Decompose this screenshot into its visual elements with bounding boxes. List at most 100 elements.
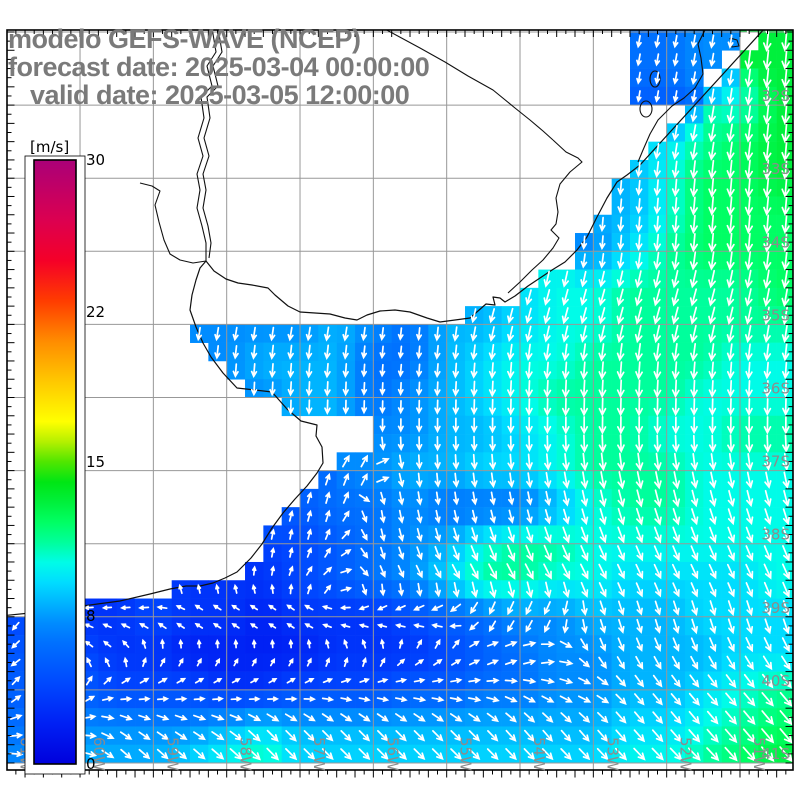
wind-arrow: [395, 677, 408, 684]
wind-arrow: [507, 526, 515, 544]
wind-arrow: [782, 618, 790, 635]
wind-arrow: [708, 141, 717, 161]
wind-arrow: [690, 71, 697, 86]
wind-arrow: [726, 196, 735, 216]
wind-arrow: [615, 711, 627, 724]
wind-arrow: [84, 640, 94, 648]
wind-arrow: [525, 619, 533, 633]
wind-arrow: [250, 363, 258, 379]
wind-arrow: [247, 747, 262, 761]
colorbar-tick-label: 22: [86, 303, 105, 321]
wind-arrow: [306, 657, 312, 667]
wind-arrow: [781, 361, 790, 380]
wind-arrow: [522, 678, 537, 684]
wind-arrow: [266, 713, 280, 722]
lon-label: 51W: [750, 737, 768, 771]
wind-arrow: [653, 142, 661, 160]
wind-arrow: [268, 623, 277, 629]
wind-arrow: [616, 397, 625, 417]
wind-arrow: [743, 710, 756, 725]
wind-arrow: [599, 471, 607, 490]
wind-arrow: [708, 123, 717, 143]
wind-arrow: [488, 601, 496, 616]
wind-arrow: [761, 728, 775, 744]
wind-arrow: [690, 160, 698, 180]
wind-arrow: [470, 435, 478, 452]
wind-arrow: [597, 711, 609, 724]
wind-arrow: [690, 637, 698, 653]
wind-arrow: [617, 489, 626, 508]
wind-arrow: [507, 435, 515, 452]
wind-arrow: [726, 361, 735, 380]
wind-arrow: [416, 527, 423, 543]
wind-arrow: [708, 434, 717, 453]
wind-arrow: [618, 618, 625, 634]
wind-arrow: [635, 234, 643, 252]
wind-arrow: [214, 326, 221, 342]
wind-arrow: [231, 622, 240, 629]
lat-label: 35S: [761, 306, 790, 324]
wind-arrow: [376, 623, 388, 629]
wind-arrow: [727, 489, 735, 508]
wind-arrow: [691, 89, 697, 104]
ticks-layer: [7, 30, 793, 778]
wind-arrow: [413, 730, 426, 742]
country-border: [385, 30, 554, 141]
wind-arrow: [763, 581, 772, 598]
wind-arrow: [376, 457, 390, 465]
wind-arrow: [763, 269, 772, 289]
wind-arrow: [708, 88, 716, 105]
river-line: [139, 182, 207, 264]
wind-arrow: [671, 397, 680, 417]
wind-arrow: [708, 232, 717, 253]
wind-arrow: [193, 748, 206, 760]
wind-arrow: [504, 640, 518, 647]
wind-arrow: [580, 526, 589, 544]
wind-arrow: [415, 564, 423, 579]
wind-arrow: [451, 563, 460, 580]
wind-arrow: [543, 601, 551, 616]
wind-arrow: [616, 361, 625, 380]
wind-arrow: [637, 30, 638, 31]
wind-arrow: [395, 730, 407, 742]
wind-arrow: [284, 713, 298, 722]
wind-arrow: [506, 544, 516, 562]
wind-arrow: [727, 508, 735, 526]
wind-arrow: [470, 308, 478, 324]
wind-arrow: [616, 343, 625, 362]
wind-arrow: [121, 677, 131, 684]
wind-arrow: [672, 545, 680, 562]
wind-arrow: [781, 306, 790, 326]
wind-arrow: [358, 713, 371, 722]
wind-arrow: [635, 379, 643, 399]
wind-arrow: [397, 345, 404, 360]
wind-arrow: [580, 434, 589, 453]
wind-arrow: [488, 398, 496, 416]
wind-arrow: [763, 343, 772, 362]
wind-arrow: [598, 416, 607, 435]
wind-arrow: [83, 605, 94, 611]
wind-arrow: [562, 581, 570, 599]
wind-arrow: [688, 692, 700, 706]
wind-arrow: [671, 563, 680, 580]
wind-arrow: [709, 637, 717, 653]
wind-arrow: [342, 472, 350, 486]
wind-arrow: [101, 732, 115, 740]
wind-arrow: [397, 327, 404, 341]
wind-arrow: [507, 417, 515, 434]
wind-arrow: [525, 453, 533, 471]
colorbar-tick-label: 8: [86, 607, 96, 625]
wind-arrow: [379, 657, 386, 667]
wind-arrow: [307, 583, 312, 595]
wind-arrow: [434, 363, 441, 379]
wind-arrow: [522, 659, 537, 666]
wind-arrow: [634, 306, 643, 325]
wind-arrow: [305, 381, 313, 397]
wind-arrow: [559, 695, 573, 703]
wind-arrow: [541, 748, 554, 761]
wind-arrow: [561, 325, 570, 343]
wind-arrow: [251, 565, 257, 576]
wind-arrow: [742, 746, 757, 762]
wind-arrow: [488, 308, 496, 324]
wind-arrow: [561, 563, 571, 580]
